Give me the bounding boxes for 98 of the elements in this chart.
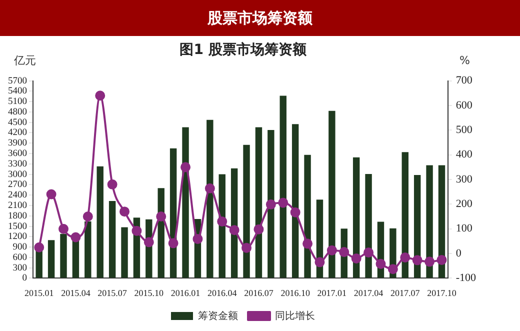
x-tick-label: 2015.01 [24,288,54,298]
point [290,207,300,218]
point [326,245,337,256]
bar [304,154,311,278]
point [95,90,106,101]
y-tick-label: 300 [12,263,28,274]
point [217,216,228,226]
point [400,252,410,262]
y2-tick-label: 100 [456,222,473,235]
x-tick-label: 2016.01 [170,288,200,298]
legend-label: 同比增长 [275,310,315,322]
y-tick-label: 3600 [8,149,28,160]
y-tick-label: 3300 [8,159,28,170]
x-tick-label: 2016.04 [207,288,238,298]
point [254,224,264,234]
chart-subtitle: 图1 股票市场筹资额 [180,41,308,58]
y2-tick-label: 0 [456,247,462,260]
point [339,247,350,258]
bar [84,221,92,278]
y2-tick-label: 700 [456,74,473,87]
y-tick-label: 2400 [8,190,28,201]
point [120,206,130,217]
point [107,179,118,190]
point [242,242,252,253]
y2-tick-label: 400 [456,148,473,161]
bar [255,127,262,278]
point [34,242,44,252]
x-tick-label: 2015.10 [134,288,164,298]
point [278,198,288,208]
y-tick-label: 4500 [8,118,28,128]
point [70,232,81,242]
y-tick-label: 2700 [8,180,28,190]
y-tick-label: 900 [12,242,28,253]
point [132,226,142,236]
legend-label: 筹资金额 [198,310,238,322]
x-tick-label: 2015.04 [61,288,91,298]
point [266,199,276,210]
y-tick-label: 5100 [8,97,28,108]
y2-tick-label: 200 [456,198,473,210]
x-tick-label: 2015.07 [98,288,128,298]
bar [268,130,274,278]
point [436,254,447,265]
bar [328,110,336,278]
bar [292,124,299,278]
point [192,234,203,244]
y-tick-label: 600 [12,252,28,263]
bar [48,240,55,278]
y-tick-label: 0 [22,274,28,284]
point [168,238,178,248]
y-tick-label: 4200 [8,128,28,138]
y-tick-label: 3000 [8,170,28,180]
point [58,224,69,234]
point [412,255,422,266]
bar [206,120,214,278]
y2-axis-title: % [460,54,470,68]
chart-title: 股票市场筹资额 [0,0,520,36]
x-tick-label: 2017.07 [390,288,420,298]
y2-tick-label: -100 [456,272,476,284]
y-tick-label: 3900 [8,138,28,149]
x-tick-label: 2016.07 [244,288,274,298]
point [376,258,386,269]
y-tick-label: 5700 [8,76,28,86]
point [204,183,215,194]
y-tick-label: 4800 [8,107,28,118]
bar [121,227,128,278]
y-tick-label: 1800 [8,211,28,222]
y-tick-label: 5400 [8,86,28,97]
bar [365,174,372,278]
point [424,256,435,267]
point [314,257,325,268]
bar [280,96,286,278]
y-tick-label: 1200 [8,232,28,242]
point [156,212,166,222]
point [351,253,362,264]
point [302,238,313,249]
y2-tick-label: 500 [456,124,473,136]
y-axis-title: 亿元 [13,54,36,68]
bar [96,166,104,278]
point [144,237,154,248]
bar [60,234,67,278]
bar [426,165,433,278]
bar [243,144,250,278]
y2-tick-label: 600 [456,99,473,112]
point [229,225,240,236]
y-tick-label: 1500 [8,222,28,232]
point [364,248,374,258]
bar [402,152,408,278]
x-tick-label: 2017.04 [354,288,384,298]
bar [108,200,116,278]
point [388,264,398,274]
point [46,189,56,200]
x-tick-label: 2017.01 [317,288,347,298]
y2-tick-label: 300 [456,173,473,186]
point [180,162,191,172]
x-tick-label: 2017.10 [427,288,457,298]
y-tick-label: 2100 [8,200,28,211]
point [82,212,93,222]
x-tick-label: 2016.10 [280,288,310,298]
